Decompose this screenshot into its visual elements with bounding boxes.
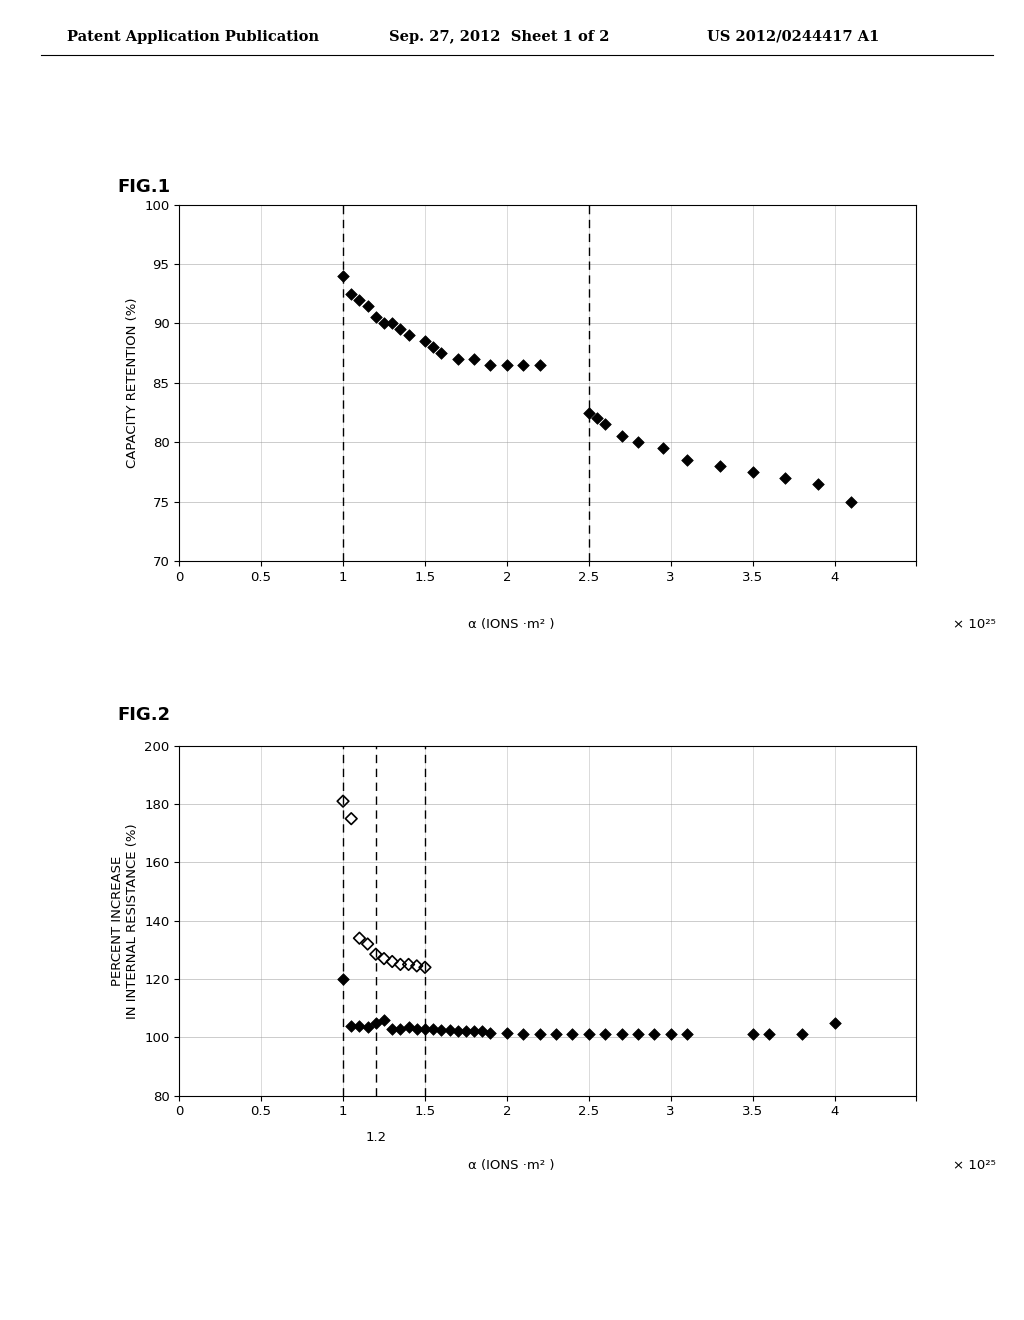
Point [777, 467, 794, 488]
Point [794, 1024, 810, 1045]
Point [335, 791, 351, 812]
Point [744, 1024, 761, 1045]
Text: Patent Application Publication: Patent Application Publication [67, 30, 318, 44]
Point [597, 414, 613, 436]
Text: FIG.2: FIG.2 [118, 706, 171, 725]
Point [351, 928, 368, 949]
Point [474, 1020, 490, 1041]
Point [400, 325, 417, 346]
Point [392, 954, 409, 975]
Point [646, 1024, 663, 1045]
Text: 1.2: 1.2 [366, 1130, 386, 1143]
Point [515, 1024, 531, 1045]
Point [359, 1016, 376, 1038]
Point [630, 1024, 646, 1045]
Point [466, 348, 482, 370]
Point [810, 474, 826, 495]
Point [843, 491, 859, 512]
Point [335, 265, 351, 286]
Point [466, 1020, 482, 1041]
Point [548, 1024, 564, 1045]
Point [450, 1020, 466, 1041]
Point [351, 289, 368, 310]
Point [654, 438, 671, 459]
Point [433, 343, 450, 364]
Point [482, 1023, 499, 1044]
Point [712, 455, 728, 477]
Point [392, 1018, 409, 1039]
Point [409, 956, 425, 977]
Point [368, 308, 384, 329]
Point [417, 957, 433, 978]
Text: FIG.1: FIG.1 [118, 178, 171, 197]
Point [581, 403, 597, 424]
Point [359, 933, 376, 954]
Point [425, 1018, 441, 1039]
Text: × 10²⁵: × 10²⁵ [953, 1159, 996, 1172]
Point [581, 1024, 597, 1045]
Point [359, 296, 376, 317]
Point [433, 1019, 450, 1040]
Point [376, 313, 392, 334]
Point [630, 432, 646, 453]
Point [368, 944, 384, 965]
Text: Sep. 27, 2012  Sheet 1 of 2: Sep. 27, 2012 Sheet 1 of 2 [389, 30, 609, 44]
Text: α (IONS ·m² ): α (IONS ·m² ) [468, 1159, 554, 1172]
Point [384, 1018, 400, 1039]
Point [450, 348, 466, 370]
Point [400, 1016, 417, 1038]
Point [417, 1018, 433, 1039]
Point [441, 1019, 458, 1040]
Text: × 10²⁵: × 10²⁵ [953, 618, 996, 631]
Point [531, 355, 548, 376]
Point [499, 1023, 515, 1044]
Point [679, 1024, 695, 1045]
Point [564, 1024, 581, 1045]
Point [400, 954, 417, 975]
Point [515, 355, 531, 376]
Point [597, 1024, 613, 1045]
Point [376, 948, 392, 969]
Point [499, 355, 515, 376]
Text: α (IONS ·m² ): α (IONS ·m² ) [468, 618, 554, 631]
Point [392, 319, 409, 341]
Point [425, 337, 441, 358]
Point [663, 1024, 679, 1045]
Point [368, 1012, 384, 1034]
Y-axis label: CAPACITY RETENTION (%): CAPACITY RETENTION (%) [126, 297, 138, 469]
Point [744, 462, 761, 483]
Point [589, 408, 605, 429]
Point [384, 313, 400, 334]
Point [343, 1015, 359, 1036]
Y-axis label: PERCENT INCREASE
IN INTERNAL RESISTANCE (%): PERCENT INCREASE IN INTERNAL RESISTANCE … [111, 822, 138, 1019]
Point [343, 284, 359, 305]
Point [417, 331, 433, 352]
Point [376, 1010, 392, 1031]
Point [482, 355, 499, 376]
Point [613, 1024, 630, 1045]
Point [409, 1018, 425, 1039]
Point [351, 1015, 368, 1036]
Point [613, 426, 630, 447]
Point [335, 969, 351, 990]
Text: US 2012/0244417 A1: US 2012/0244417 A1 [707, 30, 879, 44]
Point [343, 808, 359, 829]
Point [384, 950, 400, 972]
Point [826, 1012, 843, 1034]
Point [531, 1024, 548, 1045]
Point [458, 1020, 474, 1041]
Point [679, 450, 695, 471]
Point [761, 1024, 777, 1045]
